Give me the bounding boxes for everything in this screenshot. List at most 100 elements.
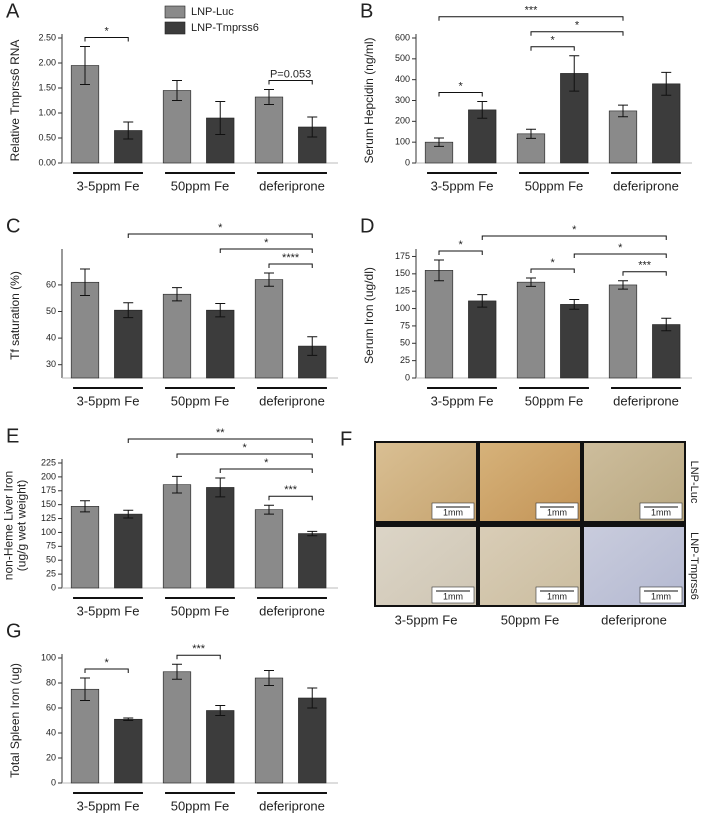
- error-bar: [307, 336, 318, 356]
- bar: [254, 509, 284, 589]
- error-bar: [215, 477, 226, 498]
- panel-letter: E: [6, 425, 19, 447]
- significance-label: ***: [192, 643, 206, 655]
- y-tick-label: 100: [41, 527, 56, 537]
- y-tick-label: 200: [41, 471, 56, 481]
- significance-label: *: [242, 442, 247, 454]
- error-bar: [80, 500, 90, 513]
- y-tick-label: 25: [46, 568, 56, 578]
- bar: [254, 96, 284, 164]
- error-bar: [526, 128, 536, 139]
- panel-letter: B: [360, 0, 373, 22]
- significance-bracket: [438, 16, 624, 21]
- y-tick-label: 100: [395, 303, 410, 313]
- significance-label: *: [218, 222, 223, 234]
- error-bar: [123, 121, 134, 140]
- significance-bracket: [219, 468, 313, 473]
- error-bar: [307, 116, 318, 138]
- column-label: 50ppm Fe: [501, 612, 560, 627]
- error-bar: [477, 101, 488, 119]
- bar: [114, 309, 143, 379]
- y-axis-label: Serum Hepcidin (ng/ml): [362, 37, 376, 163]
- error-bar: [661, 317, 672, 332]
- scale-label: 1mm: [443, 591, 463, 601]
- error-bar: [172, 475, 182, 494]
- bar: [560, 304, 589, 379]
- bar-chart: D 0 25 50 75 100 125 150 175 Serum Iron (ug/dl) 3-…: [360, 215, 692, 408]
- y-axis-label: non-Heme Liver Iron: [2, 471, 16, 580]
- scale-label: 1mm: [547, 591, 567, 601]
- y-tick-label: 50: [46, 555, 56, 565]
- error-bar: [264, 89, 274, 105]
- bar: [206, 710, 235, 784]
- significance-label: *: [458, 239, 463, 251]
- bar: [70, 688, 100, 784]
- y-tick-label: 400: [395, 74, 410, 84]
- x-tick-label: deferiprone: [259, 178, 325, 193]
- significance-label: *: [104, 657, 109, 669]
- bar: [298, 533, 327, 589]
- y-tick-label: 100: [41, 652, 56, 662]
- bar: [254, 279, 284, 379]
- y-tick-label: 60: [46, 279, 56, 289]
- y-tick-label: 175: [41, 485, 56, 495]
- y-tick-label: 0: [51, 777, 56, 787]
- significance-label: *: [104, 25, 109, 37]
- x-tick-label: deferiprone: [259, 603, 325, 618]
- x-tick-label: 50ppm Fe: [525, 393, 584, 408]
- significance-label: **: [216, 427, 225, 439]
- significance-bracket: [176, 453, 313, 458]
- significance-bracket: [438, 250, 483, 255]
- y-tick-label: 60: [46, 702, 56, 712]
- y-axis-label: (ug/g wet weight): [15, 480, 29, 571]
- significance-label: ***: [525, 5, 539, 17]
- y-tick-label: 200: [395, 116, 410, 126]
- y-axis-label: Serum Iron (ug/dl): [362, 267, 376, 364]
- error-bar: [80, 677, 90, 701]
- y-tick-label: 125: [395, 286, 410, 296]
- error-bar: [215, 705, 226, 716]
- bar: [162, 484, 192, 589]
- legend-label: LNP-Tmprss6: [191, 22, 259, 34]
- x-tick-label: 50ppm Fe: [171, 798, 230, 813]
- scale-label: 1mm: [547, 507, 567, 517]
- significance-label: *: [575, 20, 580, 32]
- y-axis-label: Relative Tmprss6 RNA: [8, 40, 22, 162]
- error-bar: [264, 504, 274, 515]
- x-tick-label: deferiprone: [613, 393, 679, 408]
- y-tick-label: 500: [395, 53, 410, 63]
- significance-bracket: [176, 654, 221, 660]
- column-label: 3-5ppm Fe: [395, 612, 458, 627]
- scale-label: 1mm: [651, 507, 671, 517]
- panel-letter: C: [6, 215, 20, 237]
- error-bar: [618, 280, 628, 290]
- bar: [608, 110, 638, 164]
- significance-bracket: [84, 668, 129, 673]
- error-bar: [434, 137, 444, 147]
- error-bar: [80, 46, 90, 85]
- legend-swatch: [164, 5, 186, 19]
- error-bar: [569, 299, 580, 310]
- significance-label: *: [618, 242, 623, 254]
- legend-swatch: [164, 21, 186, 35]
- bar-chart: B 0 100 200 300 400 500 600 Serum Hepcidin (ng/m…: [360, 0, 692, 193]
- bar: [70, 281, 100, 379]
- error-bar: [172, 663, 182, 680]
- y-tick-label: 50: [46, 306, 56, 316]
- bar: [424, 270, 454, 379]
- significance-bracket: [219, 248, 313, 253]
- significance-bracket: [268, 263, 313, 268]
- y-tick-label: 600: [395, 32, 410, 42]
- significance-bracket: [530, 31, 624, 36]
- error-bar: [307, 687, 318, 709]
- x-tick-label: deferiprone: [613, 178, 679, 193]
- y-tick-label: 0: [51, 582, 56, 592]
- bar: [114, 513, 143, 589]
- significance-label: ***: [638, 260, 652, 272]
- significance-bracket: [622, 271, 667, 276]
- error-bar: [526, 277, 536, 287]
- error-bar: [172, 287, 182, 302]
- y-tick-label: 40: [46, 727, 56, 737]
- error-bar: [172, 80, 182, 101]
